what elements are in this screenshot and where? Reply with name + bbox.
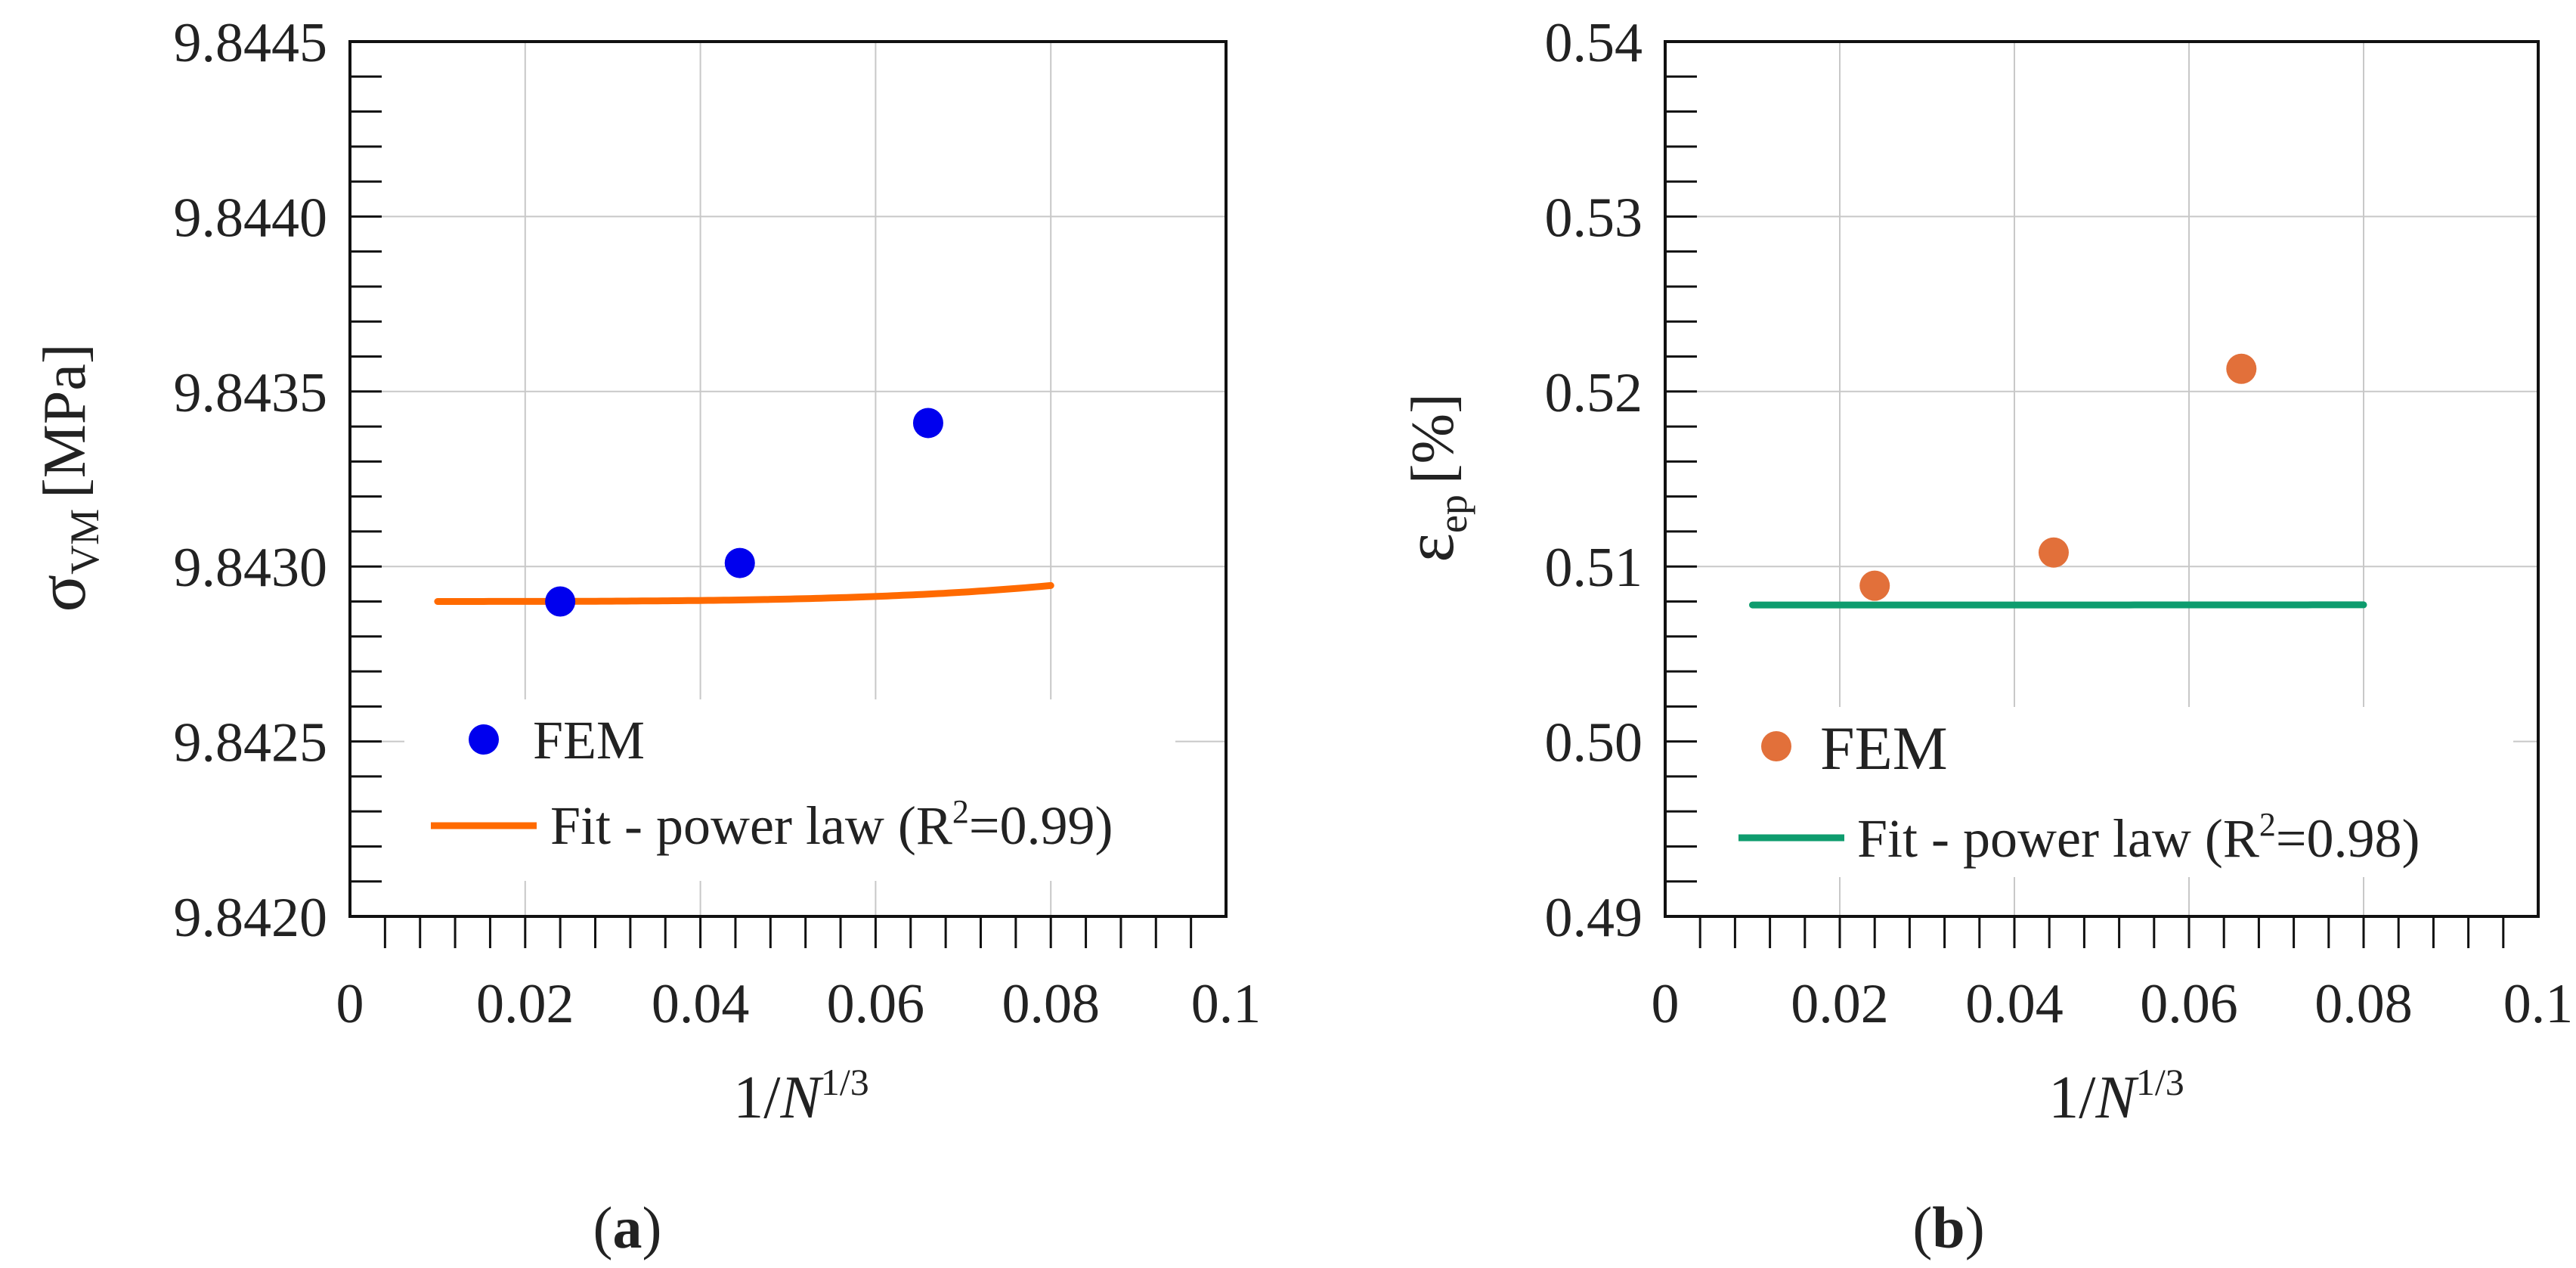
panel-b-legend-fit-text: Fit - power law (R <box>1857 808 2259 869</box>
panel-a-x-axis-title: 1/N1/3 <box>733 1061 869 1131</box>
panel-a-caption: (a) <box>593 1195 662 1260</box>
panel-b-y-tick-label: 0.53 <box>1545 187 1643 249</box>
panel-a-x-axis-prefix: 1/ <box>733 1065 781 1131</box>
caption-b-open: ( <box>1912 1195 1932 1260</box>
panel-b-y-axis-subscript: ep <box>1430 494 1475 533</box>
panel-a-legend-fit-r2: =0.99) <box>969 795 1113 856</box>
panel-a-fem-point <box>724 547 755 578</box>
panel-a-legend-fem-marker <box>469 724 499 755</box>
panel-b-x-axis-var: N <box>2095 1065 2139 1131</box>
panel-a-x-tick-label: 0.08 <box>1002 973 1100 1035</box>
panel-b-plot-frame <box>1664 40 2540 918</box>
panel-b-x-axis-exp: 1/3 <box>2136 1061 2184 1103</box>
caption-a-letter: a <box>613 1195 642 1260</box>
panel-b-x-tick-labels: 0 0.02 0.04 0.06 0.08 0.1 <box>1652 973 2574 1035</box>
panel-a-y-axis-symbol: σ <box>23 575 100 612</box>
panel-b-legend-fem-marker <box>1761 731 1791 761</box>
panel-b-legend-fit-label: Fit - power law (R2=0.98) <box>1857 806 2420 869</box>
panel-a-fem-point <box>545 586 576 617</box>
panel-b-y-axis-symbol: ε <box>1391 533 1468 563</box>
panel-a-y-tick-label: 9.8430 <box>174 537 328 599</box>
panel-b-y-tick-label: 0.52 <box>1545 362 1643 424</box>
panel-a-y-axis-subscript: VM <box>62 509 107 575</box>
panel-b-y-tick-label: 0.54 <box>1545 12 1643 74</box>
panel-a-x-axis-exp: 1/3 <box>821 1061 869 1103</box>
panel-b: 0 0.02 0.04 0.06 0.08 0.1 0.49 0.50 0.51 0.52 0.5… <box>1391 12 2573 1260</box>
panel-a-x-axis-var: N <box>779 1065 824 1131</box>
panel-a-legend-box <box>404 699 1175 881</box>
panel-a-legend-fit-sup: 2 <box>952 793 969 830</box>
panel-b-legend-box <box>1697 707 2513 877</box>
caption-a-open: ( <box>593 1195 613 1260</box>
panel-a-x-tick-label: 0 <box>336 973 364 1035</box>
panel-b-minor-ticks <box>1665 75 2505 948</box>
panel-a-fit-line <box>434 581 1054 605</box>
panel-a-minor-ticks <box>350 75 1193 948</box>
panel-a-legend-fit-text: Fit - power law (R <box>550 795 952 856</box>
panel-b-x-tick-label: 0.08 <box>2314 973 2413 1035</box>
panel-b-fem-point <box>1859 570 1890 601</box>
panel-a-legend-fem-label: FEM <box>533 710 645 770</box>
panel-a-y-tick-label: 9.8420 <box>174 887 328 949</box>
panel-b-fem-points <box>1859 353 2257 601</box>
panel-b-caption: (b) <box>1912 1195 1984 1260</box>
panel-a-y-tick-label: 9.8445 <box>174 12 328 74</box>
panel-a-x-tick-label: 0.02 <box>476 973 574 1035</box>
panel-a-y-tick-label: 9.8440 <box>174 187 328 249</box>
panel-b-x-tick-label: 0.06 <box>2140 973 2238 1035</box>
panel-a-x-tick-label: 0.1 <box>1191 973 1262 1035</box>
panel-b-y-axis-unit: [%] <box>1400 393 1466 484</box>
panel-b-x-tick-label: 0.02 <box>1791 973 1889 1035</box>
panel-b-y-tick-labels: 0.49 0.50 0.51 0.52 0.53 0.54 <box>1545 12 1643 949</box>
caption-b-letter: b <box>1932 1195 1965 1260</box>
panel-b-y-tick-label: 0.51 <box>1545 537 1643 599</box>
panel-a-fem-points <box>545 408 943 617</box>
panel-a: 0 0.02 0.04 0.06 0.08 0.1 9.84209.84259.84309… <box>23 12 1261 1260</box>
panel-a-x-tick-label: 0.06 <box>827 973 925 1035</box>
panel-b-x-tick-label: 0.04 <box>1965 973 2064 1035</box>
caption-b-close: ) <box>1965 1195 1985 1260</box>
panel-b-fem-point <box>2226 353 2257 384</box>
panel-b-legend-fem-label: FEM <box>1820 714 1948 783</box>
panel-b-x-tick-label: 0 <box>1652 973 1680 1035</box>
panel-b-x-axis-prefix: 1/ <box>2048 1065 2096 1131</box>
panel-b-x-axis-title: 1/N1/3 <box>2048 1061 2184 1131</box>
panel-a-y-axis-unit: [MPa] <box>32 343 98 498</box>
panel-b-y-tick-label: 0.49 <box>1545 887 1643 949</box>
caption-a-close: ) <box>642 1195 662 1260</box>
panel-a-legend-fit-r2-value: 0.99 <box>1000 795 1095 856</box>
panel-b-x-tick-label: 0.1 <box>2503 973 2574 1035</box>
panel-a-y-tick-label: 9.8425 <box>174 712 328 774</box>
panel-a-x-tick-labels: 0 0.02 0.04 0.06 0.08 0.1 <box>336 973 1262 1035</box>
panel-a-y-tick-label: 9.8435 <box>174 362 328 424</box>
panel-b-legend-fit-r2-value: 0.98 <box>2307 808 2402 869</box>
panel-a-legend-fit-label: Fit - power law (R2=0.99) <box>550 793 1113 856</box>
panel-a-y-axis-title: σVM [MPa] <box>23 343 107 612</box>
panel-b-legend-fit-sup: 2 <box>2259 806 2276 843</box>
panel-b-legend-fit-r2: =0.98) <box>2276 808 2420 869</box>
panel-a-fem-point <box>912 408 943 439</box>
panel-a-plot-frame <box>348 40 1228 918</box>
panel-a-y-tick-labels: 9.8420 9.8425 9.8430 9.8435 9.8440 9.8445 <box>174 12 328 949</box>
panel-b-fem-point <box>2038 537 2069 568</box>
panel-a-x-tick-label: 0.04 <box>652 973 750 1035</box>
panel-b-y-tick-label: 0.50 <box>1545 712 1643 774</box>
panel-b-y-axis-title: εep [%] <box>1391 393 1475 563</box>
